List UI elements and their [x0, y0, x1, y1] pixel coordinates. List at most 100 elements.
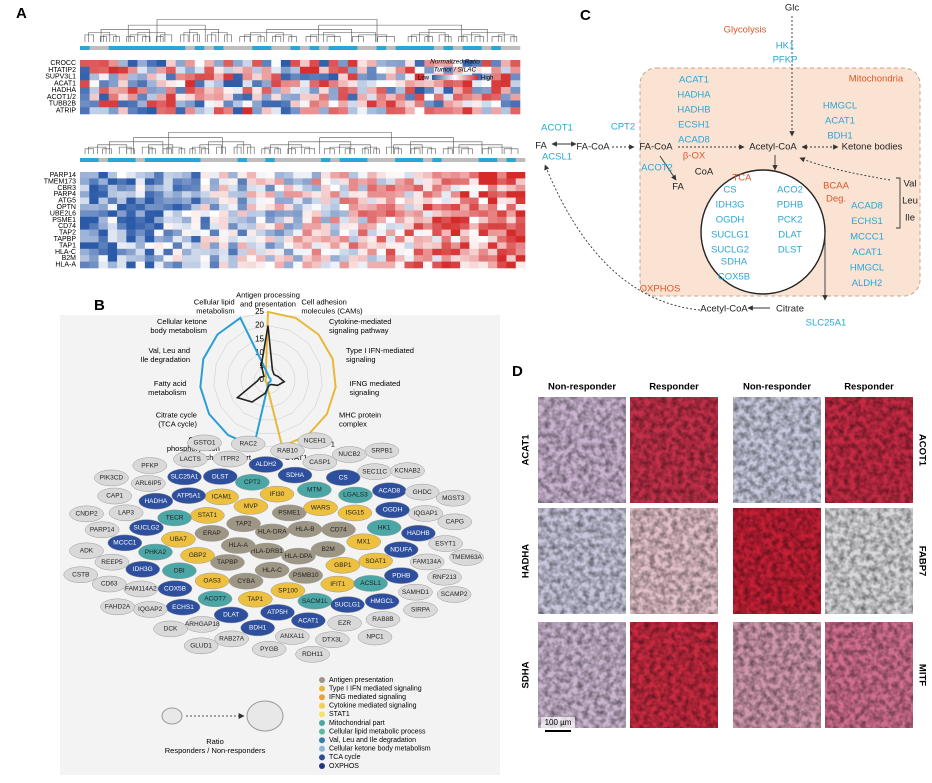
- heatmap-cell: [469, 236, 479, 243]
- heatmap-cell: [478, 248, 489, 256]
- node-label: SCAMP2: [441, 591, 468, 598]
- heatmap-cell: [163, 229, 174, 237]
- heatmap-cell: [99, 66, 109, 74]
- heatmap-cell: [472, 100, 483, 108]
- heatmap-cell: [433, 87, 444, 95]
- heatmap-cell: [441, 204, 452, 211]
- heatmap-cell: [265, 172, 275, 179]
- heatmap-cell: [283, 184, 294, 192]
- column-header: Non-responder: [548, 382, 616, 393]
- heatmap-cell: [117, 210, 127, 218]
- dendrogram: [156, 36, 164, 42]
- node-label: RAB10: [277, 448, 298, 455]
- heatmap-cell: [478, 236, 489, 243]
- group-bar: [433, 46, 444, 50]
- heatmap-cell: [80, 178, 90, 186]
- legend-swatch: [319, 737, 325, 744]
- dendrogram: [206, 34, 217, 42]
- heatmap-cell: [80, 80, 90, 88]
- pathway-label: FA-CoA: [639, 142, 673, 153]
- heatmap-cell: [271, 73, 282, 81]
- dendrogram: [364, 146, 377, 154]
- heatmap-cell: [118, 107, 129, 115]
- heatmap-cell: [302, 178, 313, 186]
- heatmap-cell: [339, 229, 350, 237]
- heatmap-cell: [280, 93, 291, 101]
- heatmap-cell: [469, 248, 479, 256]
- heatmap-cell: [185, 73, 196, 81]
- heatmap-cell: [404, 184, 415, 192]
- pathway-label: Ile: [905, 213, 915, 224]
- heatmap-cell: [261, 107, 272, 115]
- column-header: Responder: [844, 382, 894, 393]
- pathway-arrows: [544, 16, 901, 311]
- heatmap-cell: [126, 242, 136, 250]
- heatmap-cell: [99, 87, 109, 95]
- heatmap-cell: [321, 255, 331, 262]
- heatmap-cell: [98, 236, 109, 243]
- network-node: [436, 489, 471, 507]
- heatmap-cell: [185, 93, 196, 101]
- heatmap-cell: [443, 60, 454, 68]
- group-bar: [256, 158, 266, 162]
- heatmap-cell: [515, 178, 526, 186]
- heatmap-cell: [450, 248, 461, 256]
- dendrogram: [97, 144, 128, 154]
- heatmap-cell: [510, 93, 521, 101]
- heatmap-cell: [213, 80, 224, 88]
- category-label: Type I IFN-mediated signaling: [346, 346, 414, 364]
- node-label: SLC25A1: [171, 474, 199, 481]
- node-label: MTM: [307, 487, 322, 494]
- heatmap-cell: [98, 242, 109, 250]
- heatmap-cell: [194, 93, 205, 101]
- heatmap-cell: [80, 87, 90, 95]
- heatmap-cell: [481, 73, 492, 81]
- network-node: [321, 521, 356, 538]
- network-node: [325, 557, 361, 574]
- pathway-label: CS: [723, 185, 736, 196]
- heatmap-cell: [256, 184, 266, 192]
- node-label: PARP14: [90, 527, 115, 534]
- dendrogram: [419, 32, 446, 42]
- heatmap-cell: [339, 242, 350, 250]
- heatmap-cell: [478, 191, 489, 198]
- heatmap-cell: [348, 204, 359, 211]
- heatmap-cell: [424, 93, 435, 101]
- heatmap-cell: [256, 210, 266, 218]
- heatmap-cell: [233, 87, 243, 95]
- heatmap-cell: [265, 197, 275, 205]
- node-label: PDHB: [392, 572, 410, 579]
- heatmap-cell: [185, 87, 196, 95]
- heatmap-cell: [117, 236, 127, 243]
- heatmap-cell: [126, 210, 136, 218]
- heatmap-cell: [348, 210, 359, 218]
- heatmap-cell: [223, 93, 234, 101]
- node-label: CSTB: [72, 571, 89, 578]
- heatmap-cell: [261, 66, 272, 74]
- dendrogram: [178, 148, 186, 154]
- pathway-label: OGDH: [716, 215, 745, 226]
- heatmap-cell: [89, 242, 99, 250]
- network-node: [277, 466, 313, 484]
- heatmap-cell: [432, 248, 442, 256]
- dendrogram: [326, 36, 341, 42]
- heatmap-cell: [80, 73, 90, 81]
- dendrogram: [266, 29, 352, 42]
- heatmap-cell: [478, 216, 489, 224]
- network-node: [288, 567, 323, 584]
- category-label: Cellular lipid metabolism: [194, 297, 235, 315]
- radar-series: [199, 316, 272, 448]
- heatmap-cell: [302, 204, 313, 211]
- heatmap-cell: [395, 73, 406, 81]
- ihc-texture: [630, 508, 718, 614]
- dendrogram: [247, 146, 255, 154]
- network-node: [315, 631, 350, 648]
- heatmap-cell: [89, 172, 99, 179]
- heatmap-cell: [487, 210, 498, 218]
- heatmap-cell: [274, 172, 285, 179]
- network-node: [281, 547, 316, 565]
- dendrogram: [244, 34, 262, 42]
- heatmap-cell: [319, 60, 329, 68]
- legend-swatch: [319, 694, 325, 701]
- heatmap-cell: [358, 172, 368, 179]
